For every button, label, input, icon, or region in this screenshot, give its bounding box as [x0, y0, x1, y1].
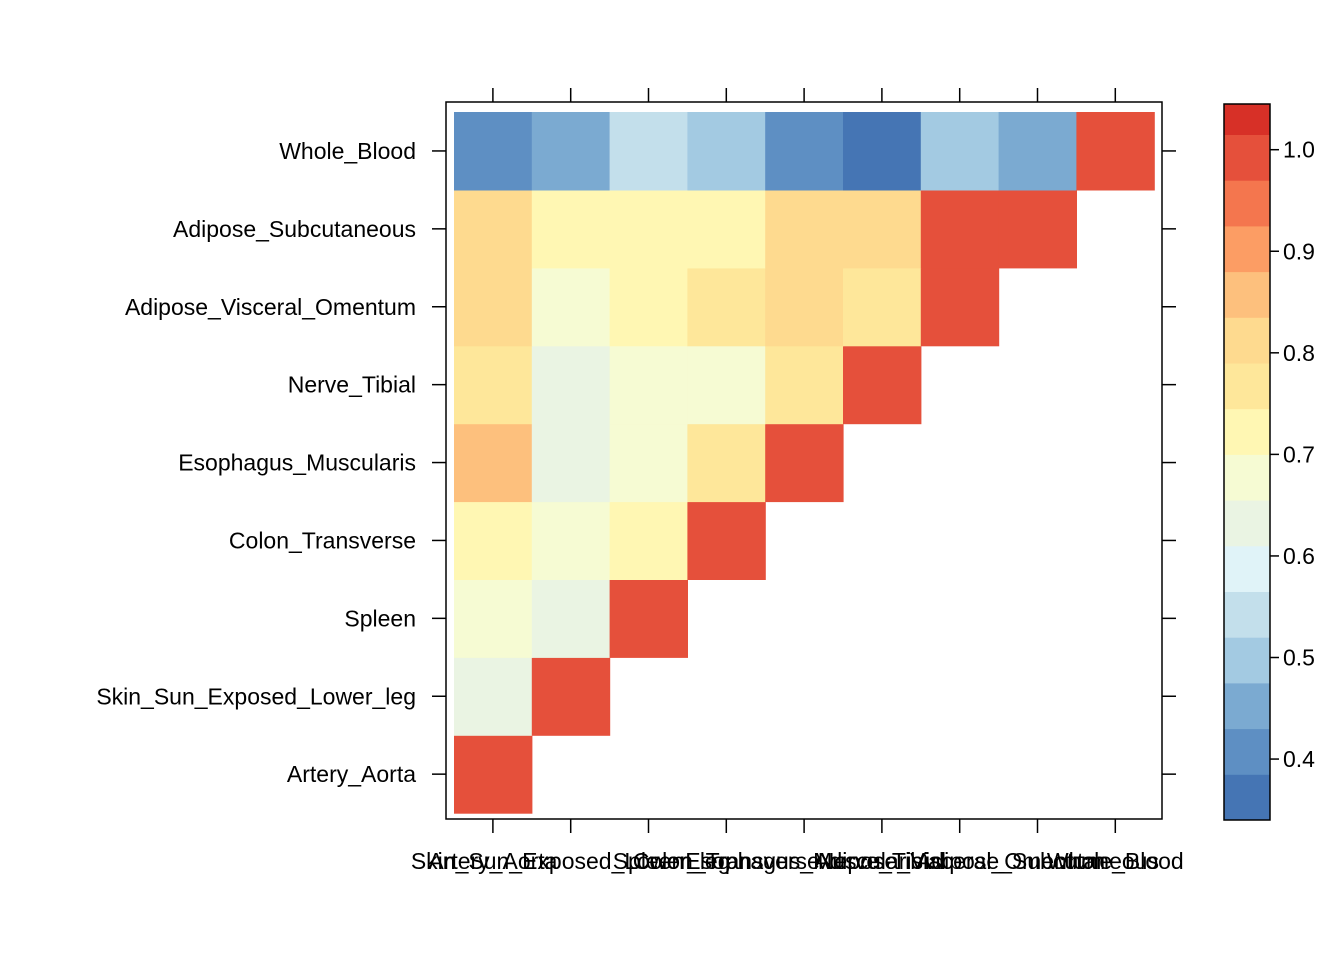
y-label-whole-blood: Whole_Blood	[279, 138, 416, 164]
color-key-swatch	[1224, 500, 1270, 547]
heatmap-cell-whole-blood-x-colon-transverse	[687, 112, 766, 191]
color-key-border	[1223, 103, 1271, 821]
heatmap-cell-adipose-visceral-omentum-x-colon-transverse	[687, 267, 766, 347]
color-key-label: 0.4	[1283, 746, 1315, 772]
heatmap-cell-adipose-visceral-omentum-x-nerve-tibial	[843, 267, 922, 347]
heatmap-cell-skin-sun-exposed-lower-leg-x-artery-aorta	[454, 657, 533, 736]
heatmap-cell-esophagus-muscularis-x-spleen	[609, 423, 688, 503]
x-label-whole-blood: Whole_Blood	[1047, 848, 1184, 874]
color-key-swatch	[1224, 271, 1270, 318]
heatmap-cell-adipose-subcutaneous-x-adipose-subcutaneous	[998, 189, 1077, 269]
heatmap-cell-adipose-visceral-omentum-x-spleen	[609, 267, 688, 347]
x-label-spleen: Spleen	[613, 848, 685, 874]
heatmap-cell-artery-aorta-x-artery-aorta	[454, 735, 533, 814]
heatmap-cell-colon-transverse-x-colon-transverse	[687, 501, 766, 580]
heatmap-cell-skin-sun-exposed-lower-leg-x-skin-sun-exposed-lower-leg	[531, 657, 611, 736]
heatmap-cell-nerve-tibial-x-nerve-tibial	[843, 345, 922, 425]
heatmap-cell-spleen-x-skin-sun-exposed-lower-leg	[531, 579, 611, 658]
y-label-adipose-visceral-omentum: Adipose_Visceral_Omentum	[125, 294, 416, 320]
heatmap-cell-whole-blood-x-nerve-tibial	[843, 112, 922, 191]
color-key-label: 1.0	[1283, 137, 1315, 163]
heatmap-cell-nerve-tibial-x-spleen	[609, 345, 688, 425]
y-axis-labels: Artery_Aorta Skin_Sun_Exposed_Lower_leg Sp…	[96, 138, 416, 787]
color-key-label: 0.5	[1283, 645, 1315, 671]
color-key-swatch	[1224, 134, 1270, 181]
heatmap-cell-adipose-visceral-omentum-x-skin-sun-exposed-lower-leg	[531, 267, 611, 347]
color-key-label: 0.8	[1283, 340, 1315, 366]
heatmap-cell-adipose-subcutaneous-x-artery-aorta	[454, 189, 533, 269]
x-label-skin-sun-exposed-lower-leg: Skin_Sun_Exposed_Lower_leg	[411, 848, 731, 874]
color-key-swatch	[1224, 728, 1270, 775]
heatmap-cell-nerve-tibial-x-artery-aorta	[454, 345, 533, 425]
heatmap-cell-adipose-visceral-omentum-x-esophagus-muscularis	[765, 267, 844, 347]
x-label-esophagus-muscularis: Esophagus_Muscularis	[685, 848, 923, 874]
heatmap-cell-colon-transverse-x-artery-aorta	[454, 501, 533, 580]
heatmap-cell-esophagus-muscularis-x-skin-sun-exposed-lower-leg	[531, 423, 611, 503]
color-key-swatch	[1224, 180, 1270, 227]
color-key-swatch	[1224, 408, 1270, 455]
color-key-swatch	[1224, 774, 1270, 821]
y-label-spleen: Spleen	[344, 605, 416, 631]
y-label-esophagus-muscularis: Esophagus_Muscularis	[178, 450, 416, 476]
x-label-nerve-tibial: Nerve_Tibial	[818, 848, 946, 874]
heatmap-cell-esophagus-muscularis-x-artery-aorta	[454, 423, 533, 503]
heatmap-cell-nerve-tibial-x-colon-transverse	[687, 345, 766, 425]
color-key-swatch	[1224, 363, 1270, 410]
heatmap-cell-adipose-subcutaneous-x-nerve-tibial	[843, 189, 922, 269]
heatmap-cell-nerve-tibial-x-skin-sun-exposed-lower-leg	[531, 345, 611, 425]
x-axis-labels: Artery_AortaSkin_Sun_Exposed_Lower_legSp…	[411, 848, 1184, 874]
heatmap-cell-spleen-x-spleen	[609, 579, 688, 658]
color-key-swatch	[1224, 225, 1270, 273]
x-label-adipose-subcutaneous: Adipose_Subcutaneous	[916, 848, 1159, 874]
y-label-adipose-subcutaneous: Adipose_Subcutaneous	[173, 216, 416, 242]
heatmap-cell-nerve-tibial-x-esophagus-muscularis	[765, 345, 844, 425]
color-key-swatch	[1224, 454, 1270, 501]
x-label-artery-aorta: Artery_Aorta	[428, 848, 557, 874]
heatmap-cell-adipose-subcutaneous-x-spleen	[609, 189, 688, 269]
heatmap-cell-adipose-subcutaneous-x-esophagus-muscularis	[765, 189, 844, 269]
heatmap-cells	[454, 112, 1155, 814]
color-key-swatch	[1224, 104, 1270, 135]
color-key-swatch	[1224, 682, 1270, 730]
color-key-label: 0.7	[1283, 441, 1315, 467]
heatmap-cell-adipose-subcutaneous-x-adipose-visceral-omentum	[920, 189, 1000, 269]
color-key-swatch	[1224, 637, 1270, 684]
heatmap-cell-whole-blood-x-artery-aorta	[454, 112, 533, 191]
heatmap-cell-adipose-subcutaneous-x-colon-transverse	[687, 189, 766, 269]
color-key-swatch	[1224, 317, 1270, 364]
y-label-colon-transverse: Colon_Transverse	[229, 527, 416, 553]
color-key-label: 0.6	[1283, 543, 1315, 569]
heatmap-cell-whole-blood-x-esophagus-muscularis	[765, 112, 844, 191]
x-label-adipose-visceral-omentum: Adipose_Visceral_Omentum	[814, 848, 1105, 874]
color-key-swatch	[1224, 545, 1270, 592]
heatmap-cell-adipose-visceral-omentum-x-artery-aorta	[454, 267, 533, 347]
x-label-colon-transverse: Colon_Transverse	[633, 848, 820, 874]
heatmap-cell-esophagus-muscularis-x-colon-transverse	[687, 423, 766, 503]
heatmap-cell-whole-blood-x-skin-sun-exposed-lower-leg	[531, 112, 611, 191]
heatmap-cell-colon-transverse-x-spleen	[609, 501, 688, 580]
y-label-artery-aorta: Artery_Aorta	[287, 761, 416, 787]
heatmap-cell-esophagus-muscularis-x-esophagus-muscularis	[765, 423, 844, 503]
axis-ticks	[432, 88, 1176, 833]
heatmap-cell-spleen-x-artery-aorta	[454, 579, 533, 658]
heatmap-cell-whole-blood-x-adipose-visceral-omentum	[920, 112, 1000, 191]
heatmap-cell-adipose-subcutaneous-x-skin-sun-exposed-lower-leg	[531, 189, 611, 269]
heatmap-cell-adipose-visceral-omentum-x-adipose-visceral-omentum	[920, 267, 1000, 347]
color-key: 0.4 0.5 0.6 0.7 0.8 0.9 1.0	[1223, 103, 1315, 821]
y-label-nerve-tibial: Nerve_Tibial	[288, 372, 416, 398]
heatmap-cell-whole-blood-x-whole-blood	[1076, 112, 1155, 191]
color-key-swatch	[1224, 591, 1270, 638]
y-label-skin-sun-exposed-lower-leg: Skin_Sun_Exposed_Lower_leg	[96, 683, 416, 709]
heatmap-cell-whole-blood-x-adipose-subcutaneous	[998, 112, 1077, 191]
heatmap-cell-colon-transverse-x-skin-sun-exposed-lower-leg	[531, 501, 611, 580]
color-key-label: 0.9	[1283, 238, 1315, 264]
heatmap-cell-whole-blood-x-spleen	[609, 112, 688, 191]
